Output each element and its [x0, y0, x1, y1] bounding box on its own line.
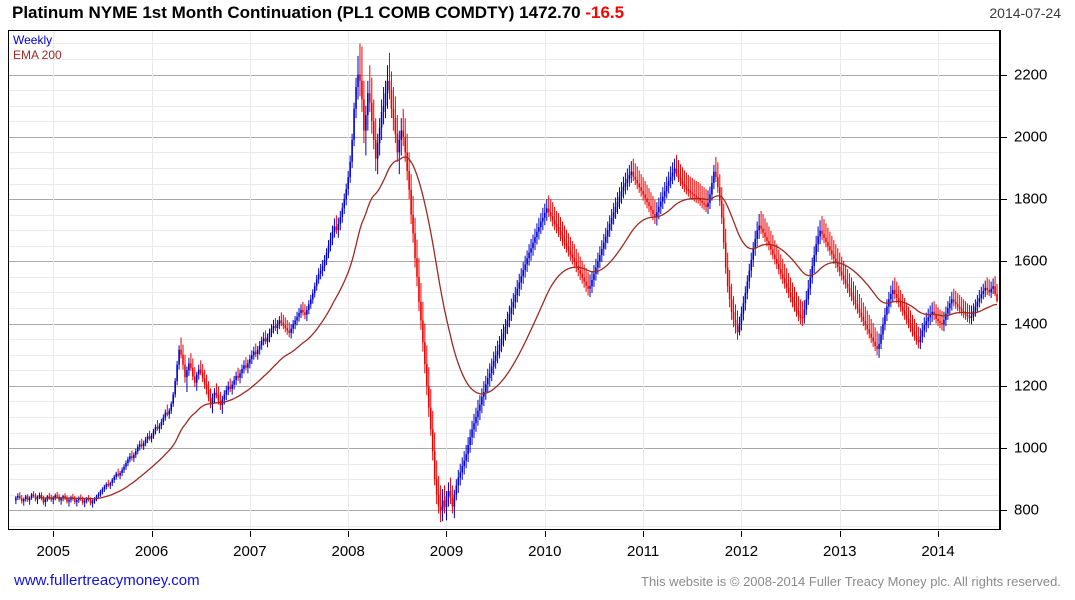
grid-vertical-years	[53, 31, 939, 529]
legend-item-ema200: EMA 200	[13, 48, 62, 62]
last-price: 1472.70	[519, 3, 581, 22]
page-title: Platinum NYME 1st Month Continuation (PL…	[12, 3, 624, 23]
x-axis-tick	[348, 531, 350, 537]
chart-footer: www.fullertreacymoney.com This website i…	[0, 572, 1075, 600]
x-axis-tick	[643, 531, 645, 537]
y-axis-label: 1600	[1014, 252, 1048, 270]
y-axis-tick	[1000, 385, 1007, 387]
y-axis-label: 1200	[1014, 377, 1048, 395]
y-axis-tick	[1000, 323, 1007, 325]
grid-minor-horizontal	[9, 43, 999, 527]
x-axis: 2005 2006 2007 2008 2009 2010 2011 2012 2013 2014	[8, 531, 1000, 561]
candlestick-series	[15, 43, 998, 523]
x-axis-label: 2008	[331, 543, 365, 560]
as-of-date: 2014-07-24	[989, 5, 1061, 21]
x-axis-tick	[839, 531, 841, 537]
y-axis-tick	[1000, 199, 1007, 201]
chart-header: Platinum NYME 1st Month Continuation (PL…	[0, 0, 1075, 28]
x-axis-label: 2010	[528, 543, 562, 560]
x-axis-tick	[544, 531, 546, 537]
chart-legend: Weekly EMA 200	[13, 33, 62, 63]
price-change: -16.5	[585, 3, 625, 22]
x-axis-tick	[938, 531, 940, 537]
x-axis-label: 2013	[823, 543, 857, 560]
y-axis-label: 1000	[1014, 439, 1048, 457]
candlestick-svg	[9, 31, 999, 529]
y-axis-tick	[1000, 448, 1007, 450]
x-axis-label: 2009	[429, 543, 464, 560]
y-axis-spine	[1000, 30, 1001, 530]
y-axis-tick	[1000, 136, 1007, 138]
x-axis-tick	[151, 531, 153, 537]
y-axis-tick	[1000, 74, 1007, 76]
y-axis-tick	[1000, 510, 1007, 512]
legend-item-weekly: Weekly	[13, 33, 53, 47]
copyright-notice: This website is © 2008-2014 Fuller Treac…	[641, 574, 1061, 589]
x-axis-label: 2007	[233, 543, 267, 560]
x-axis-label: 2011	[626, 543, 660, 560]
y-axis-tick	[1000, 261, 1007, 263]
x-axis-label: 2005	[36, 543, 70, 560]
ema-200-line	[39, 156, 998, 500]
x-axis-tick	[446, 531, 448, 537]
y-axis-label: 1400	[1014, 315, 1048, 333]
x-axis-tick	[53, 531, 55, 537]
x-axis-tick	[249, 531, 251, 537]
price-chart-plot[interactable]	[8, 30, 1000, 530]
x-axis-tick	[741, 531, 743, 537]
site-url[interactable]: www.fullertreacymoney.com	[14, 572, 200, 589]
y-axis: 800 1000 1200 1400 1600 1800 2000 2200	[1000, 30, 1075, 530]
x-axis-label: 2012	[724, 543, 759, 560]
y-axis-label: 2200	[1014, 66, 1048, 84]
x-axis-label: 2006	[134, 543, 169, 560]
y-axis-label: 2000	[1014, 128, 1048, 146]
instrument-name: Platinum NYME 1st Month Continuation (PL…	[12, 3, 515, 22]
x-axis-label: 2014	[921, 543, 955, 560]
y-axis-label: 1800	[1014, 190, 1048, 208]
y-axis-label: 800	[1014, 501, 1040, 519]
